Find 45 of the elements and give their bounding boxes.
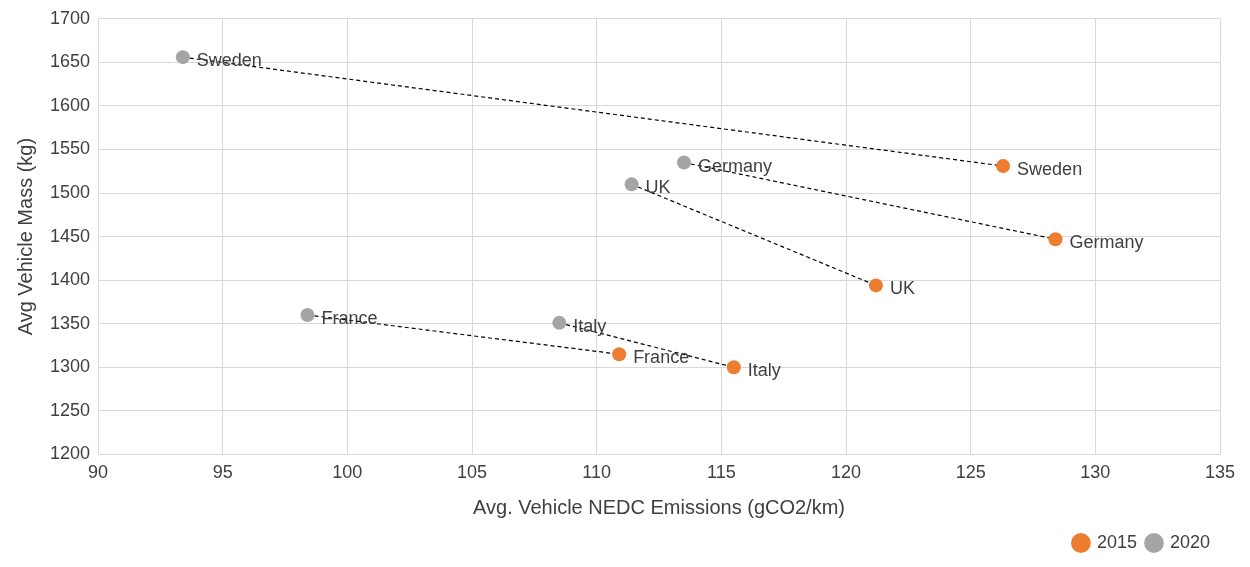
legend-label: 2020 — [1169, 531, 1210, 552]
y-tick-label: 1250 — [50, 399, 91, 420]
point — [300, 308, 315, 323]
y-tick-label: 1650 — [50, 51, 91, 72]
point — [726, 360, 741, 375]
x-tick-label: 120 — [830, 462, 862, 483]
annotation: Germany — [1069, 232, 1144, 253]
x-tick-label: 95 — [212, 462, 233, 483]
x-tick-label: 100 — [332, 462, 363, 483]
x-tick-label: 115 — [707, 462, 736, 483]
annotation: UK — [889, 278, 915, 299]
point — [1048, 232, 1063, 247]
y-tick-label: 1300 — [50, 356, 91, 377]
point — [612, 347, 627, 362]
y-tick-label: 1600 — [50, 94, 91, 115]
annotation: France — [633, 347, 690, 368]
annotation: Sweden — [1017, 159, 1083, 179]
y-tick-label: 1350 — [50, 312, 91, 333]
y-tick-label: 1500 — [50, 182, 91, 203]
legend-label: 2015 — [1096, 531, 1137, 552]
x-tick-label: 105 — [457, 462, 488, 483]
annotation: France — [321, 307, 378, 328]
x-axis-title: Avg. Vehicle NEDC Emissions (gCO2/km) — [473, 495, 846, 518]
annotation: Germany — [697, 155, 772, 176]
x-tick-label: 110 — [582, 462, 612, 483]
y-axis-title: Avg Vehicle Mass (kg) — [13, 137, 36, 336]
y-tick-label: 1400 — [50, 269, 91, 290]
annotation: Italy — [573, 315, 607, 336]
x-tick-label: 90 — [88, 462, 109, 483]
y-tick-label: 1700 — [50, 7, 91, 28]
y-tick-label: 1450 — [50, 225, 91, 246]
point — [624, 177, 639, 192]
point — [175, 50, 190, 65]
point — [552, 315, 567, 330]
y-tick-label: 1550 — [50, 138, 91, 159]
annotation: Italy — [747, 360, 781, 381]
annotation: UK — [645, 177, 671, 198]
x-tick-label: 130 — [1080, 462, 1111, 483]
x-tick-label: 135 — [1204, 462, 1236, 483]
point — [868, 278, 883, 293]
point — [996, 159, 1011, 174]
y-tick-label: 1200 — [50, 443, 91, 464]
point — [676, 155, 691, 170]
x-tick-label: 125 — [955, 462, 986, 483]
annotation: Sweden — [196, 50, 262, 71]
